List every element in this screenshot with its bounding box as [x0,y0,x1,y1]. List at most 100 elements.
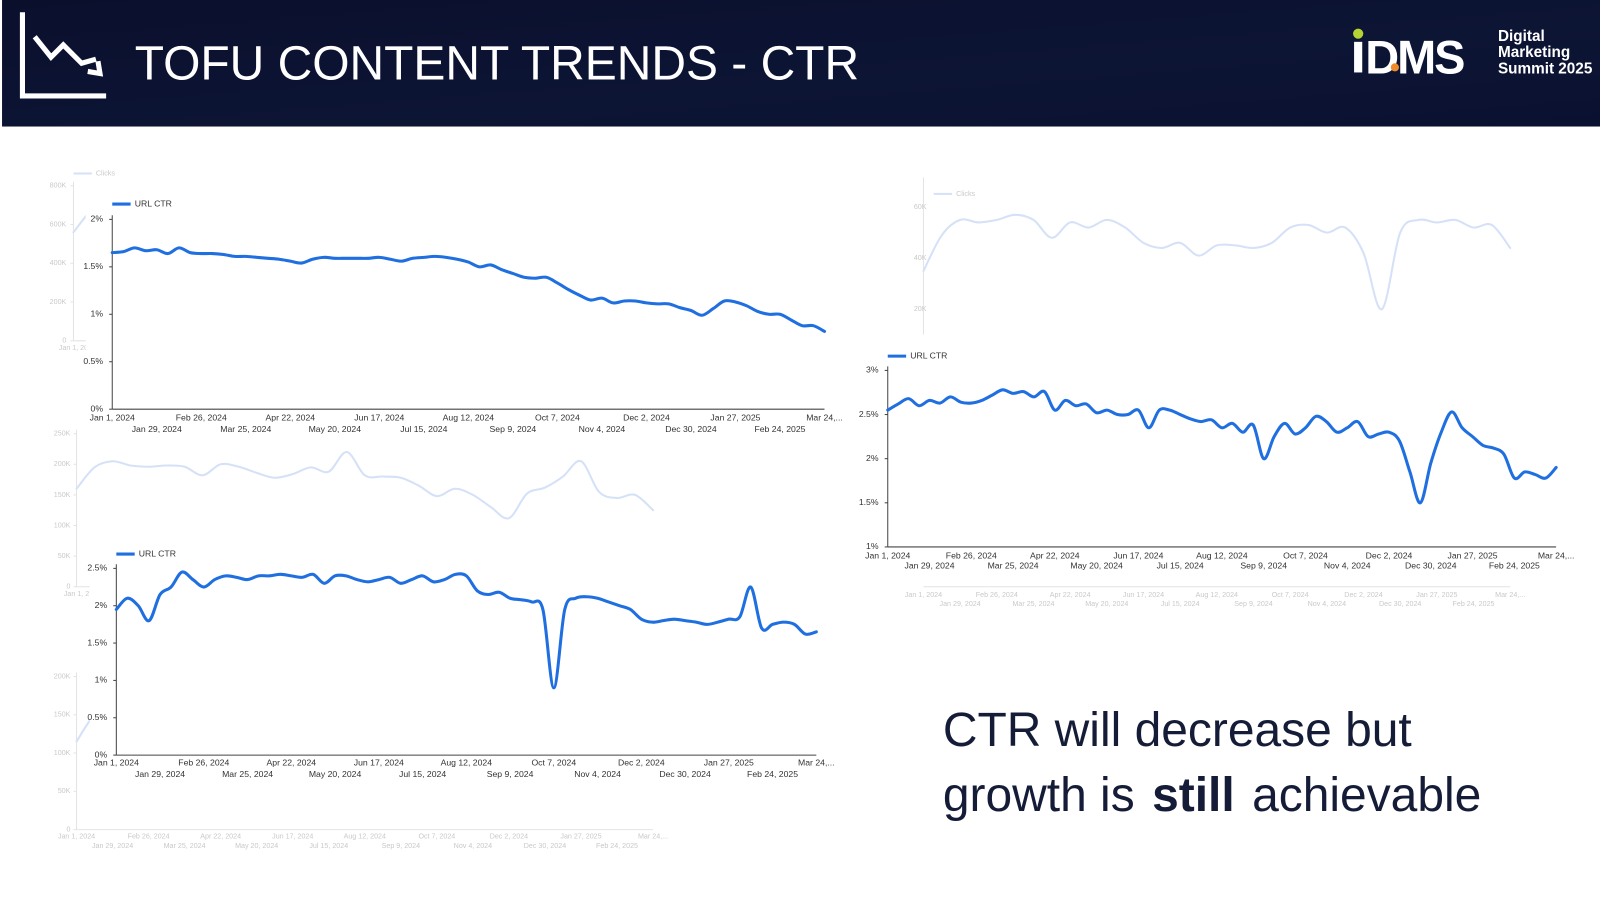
chart-panel [85,191,853,439]
x-tick-label: Aug 12, 2024 [1196,550,1248,560]
x-tick-label: Oct 7, 2024 [531,758,576,768]
x-tick-label: Dec 2, 2024 [1366,550,1413,560]
logo-text: Marketing [1498,44,1570,61]
y-tick-label: 0.5% [87,712,107,722]
data-line [110,246,827,333]
logo-text: Summit 2025 [1498,60,1593,77]
x-tick-label: Dec 30, 2024 [659,769,711,779]
x-tick-label: Apr 22, 2024 [200,833,241,841]
y-tick-label: 2.5% [859,409,879,419]
x-tick-label: Aug 12, 2024 [344,833,386,841]
logo-text: Digital [1498,28,1545,45]
y-tick-label: 1% [866,541,879,551]
x-tick-label: Dec 30, 2024 [1379,600,1421,608]
x-tick-label: May 20, 2024 [1085,600,1128,608]
y-tick-label: 100K [54,521,71,529]
x-tick-label: Mar 24,... [1495,591,1525,599]
x-tick-label: Aug 12, 2024 [443,413,495,423]
caption-text: growth is [943,769,1135,822]
y-tick-label: 1.5% [859,497,879,507]
chart-panel [89,542,847,784]
x-tick-label: Oct 7, 2024 [1272,591,1309,599]
x-tick-label: Feb 26, 2024 [128,833,170,841]
x-tick-label: Mar 25, 2024 [1012,600,1054,608]
y-tick-label: 20K [914,305,927,313]
x-tick-label: Feb 24, 2025 [1453,600,1495,608]
x-tick-label: Mar 24,... [1538,550,1575,560]
x-tick-label: Aug 12, 2024 [1196,591,1238,599]
y-tick-label: 1.5% [87,637,107,647]
x-tick-label: Jan 29, 2024 [135,769,185,779]
x-tick-label: Jul 15, 2024 [400,424,447,434]
x-tick-label: Apr 22, 2024 [266,413,316,423]
y-tick-label: 0% [91,403,104,413]
trend-icon [19,12,107,99]
y-tick-label: 0 [66,825,70,833]
x-tick-label: Jan 1, 2024 [905,591,942,599]
x-tick-label: Jul 15, 2024 [399,769,446,779]
legend-label: URL CTR [910,350,947,360]
y-tick-label: 60K [914,203,927,211]
data-line [922,213,1512,311]
y-tick-label: 1% [91,309,104,319]
header-title: TOFU CONTENT TRENDS - CTR [135,38,859,91]
x-tick-label: May 20, 2024 [235,842,278,850]
caption-text: achievable [1252,769,1481,822]
y-tick-label: 1.5% [83,261,103,271]
x-tick-label: May 20, 2024 [1070,561,1123,571]
x-tick-label: Feb 26, 2024 [946,550,997,560]
logo-i-bar [1354,41,1363,73]
y-tick-label: 40K [914,254,927,262]
data-line [114,570,818,690]
x-tick-label: Feb 26, 2024 [176,413,227,423]
x-tick-label: Dec 30, 2024 [524,842,566,850]
x-tick-label: Jul 15, 2024 [309,842,348,850]
x-tick-label: Jan 27, 2025 [1416,591,1457,599]
x-tick-label: Jan 1, 2 [64,590,89,598]
chart-panel [862,344,1580,578]
x-tick-label: Jun 17, 2024 [1123,591,1164,599]
logo-mark: DMS [1365,31,1464,83]
x-tick-label: Sep 9, 2024 [1240,561,1287,571]
x-tick-label: Feb 26, 2024 [178,758,229,768]
x-tick-label: Nov 4, 2024 [574,769,621,779]
x-tick-label: Sep 9, 2024 [487,769,534,779]
x-tick-label: Nov 4, 2024 [1308,600,1346,608]
data-line [75,451,655,520]
y-tick-label: 200K [54,672,71,680]
x-tick-label: Jan 29, 2024 [904,561,954,571]
y-tick-label: 0.5% [83,356,103,366]
x-tick-label: Sep 9, 2024 [382,842,420,850]
logo-dot [1390,63,1399,72]
header-bar [2,0,1600,127]
x-tick-label: May 20, 2024 [309,769,362,779]
x-tick-label: Aug 12, 2024 [441,758,493,768]
y-tick-label: 2% [866,453,879,463]
x-tick-label: Oct 7, 2024 [1283,550,1328,560]
x-tick-label: Jan 1, 2024 [865,550,910,560]
y-tick-label: 150K [54,491,71,499]
x-tick-label: Mar 25, 2024 [988,561,1039,571]
y-tick-label: 0 [66,583,70,591]
x-tick-label: Mar 25, 2024 [164,842,206,850]
x-tick-label: Jan 29, 2024 [132,424,182,434]
x-tick-label: Jan 1, 2024 [94,758,139,768]
legend-label: URL CTR [139,548,176,558]
x-tick-label: Dec 2, 2024 [1344,591,1382,599]
x-tick-label: Sep 9, 2024 [1234,600,1272,608]
y-tick-label: 250K [54,430,71,438]
x-tick-label: Jan 29, 2024 [940,600,981,608]
x-tick-label: Oct 7, 2024 [418,833,455,841]
x-tick-label: Nov 4, 2024 [454,842,492,850]
y-tick-label: 50K [58,787,71,795]
x-tick-label: Jan 27, 2025 [704,758,754,768]
x-tick-label: Dec 30, 2024 [1405,561,1457,571]
y-tick-label: 1% [95,675,108,685]
y-tick-label: 150K [54,711,71,719]
x-tick-label: Jun 17, 2024 [354,413,404,423]
